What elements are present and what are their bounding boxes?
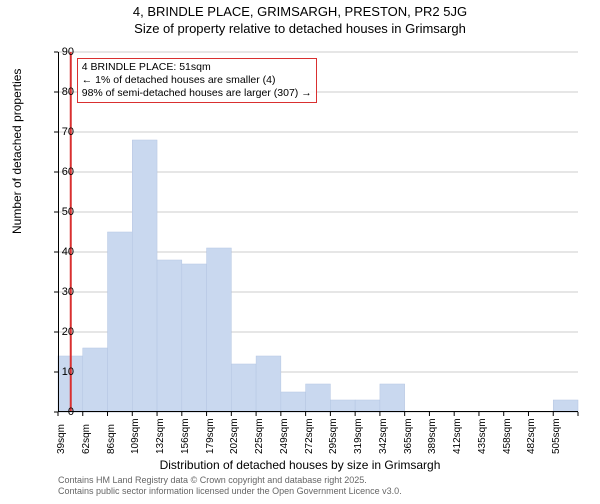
x-tick: 132sqm [155,418,166,454]
chart-subtitle: Size of property relative to detached ho… [0,21,600,36]
x-tick: 202sqm [229,418,240,454]
x-tick: 295sqm [328,418,339,454]
annotation-line1: 4 BRINDLE PLACE: 51sqm [82,61,312,74]
x-tick: 389sqm [427,418,438,454]
y-tick: 90 [62,46,74,58]
x-tick: 225sqm [254,418,265,454]
x-tick: 249sqm [279,418,290,454]
x-tick: 505sqm [551,418,562,454]
x-tick: 412sqm [452,418,463,454]
y-tick: 40 [62,246,74,258]
y-tick: 10 [62,366,74,378]
x-tick: 435sqm [477,418,488,454]
footer-line1: Contains HM Land Registry data © Crown c… [58,475,402,486]
y-tick: 50 [62,206,74,218]
x-tick: 179sqm [205,418,216,454]
y-tick: 80 [62,86,74,98]
y-tick: 60 [62,166,74,178]
y-tick: 30 [62,286,74,298]
annotation-box: 4 BRINDLE PLACE: 51sqm ← 1% of detached … [77,58,317,103]
x-tick: 272sqm [304,418,315,454]
x-tick: 156sqm [180,418,191,454]
x-tick: 319sqm [353,418,364,454]
plot-frame [58,52,578,412]
chart-container: 4, BRINDLE PLACE, GRIMSARGH, PRESTON, PR… [0,4,600,504]
annotation-line3: 98% of semi-detached houses are larger (… [82,87,312,100]
x-tick: 365sqm [403,418,414,454]
x-tick: 62sqm [81,424,92,454]
y-tick: 20 [62,326,74,338]
x-tick: 86sqm [106,424,117,454]
x-axis-label: Distribution of detached houses by size … [0,458,600,472]
chart-area: 4 BRINDLE PLACE: 51sqm ← 1% of detached … [58,52,578,412]
annotation-line2: ← 1% of detached houses are smaller (4) [82,74,312,87]
x-tick: 39sqm [56,424,67,454]
chart-footer: Contains HM Land Registry data © Crown c… [58,475,402,498]
y-tick: 0 [68,406,74,418]
x-tick: 342sqm [378,418,389,454]
y-tick: 70 [62,126,74,138]
x-tick: 109sqm [130,418,141,454]
y-axis-label: Number of detached properties [10,69,24,234]
footer-line2: Contains public sector information licen… [58,486,402,497]
chart-title: 4, BRINDLE PLACE, GRIMSARGH, PRESTON, PR… [0,4,600,19]
x-tick-marks [58,412,578,416]
x-tick: 458sqm [502,418,513,454]
x-tick: 482sqm [526,418,537,454]
